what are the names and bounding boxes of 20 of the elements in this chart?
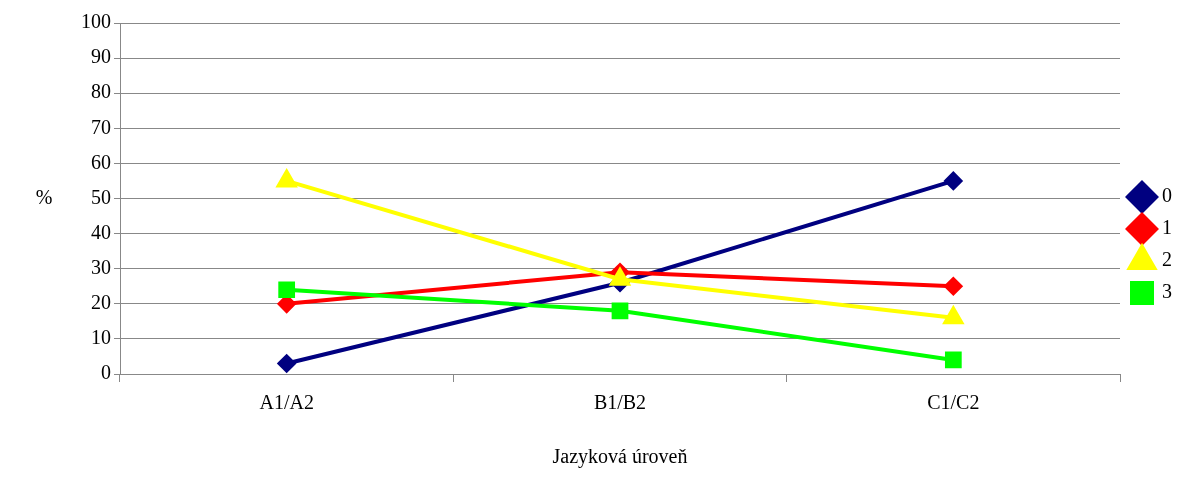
- legend-label: 2: [1162, 248, 1172, 271]
- y-tick-label: 50: [91, 185, 111, 208]
- x-tick-label: C1/C2: [927, 391, 980, 414]
- y-tick-label: 20: [91, 291, 111, 314]
- y-tick-label: 60: [91, 150, 111, 173]
- y-tick-label: 90: [91, 45, 111, 68]
- y-axis-title: %: [35, 185, 53, 208]
- x-tick-label: A1/A2: [259, 391, 314, 414]
- y-tick-label: 70: [91, 115, 111, 138]
- y-tick-label: 30: [91, 255, 111, 278]
- y-tick-label: 0: [101, 361, 111, 384]
- legend-label: 1: [1162, 216, 1172, 239]
- x-tick-label: B1/B2: [593, 391, 647, 414]
- y-tick-label: 80: [91, 80, 111, 103]
- legend-label: 0: [1162, 184, 1172, 207]
- x-axis-title: Jazyková úroveň: [552, 445, 688, 469]
- y-tick-label: 100: [81, 10, 111, 33]
- y-tick-label: 40: [91, 220, 111, 243]
- y-tick-label: 10: [91, 326, 111, 349]
- legend-label: 3: [1162, 280, 1172, 303]
